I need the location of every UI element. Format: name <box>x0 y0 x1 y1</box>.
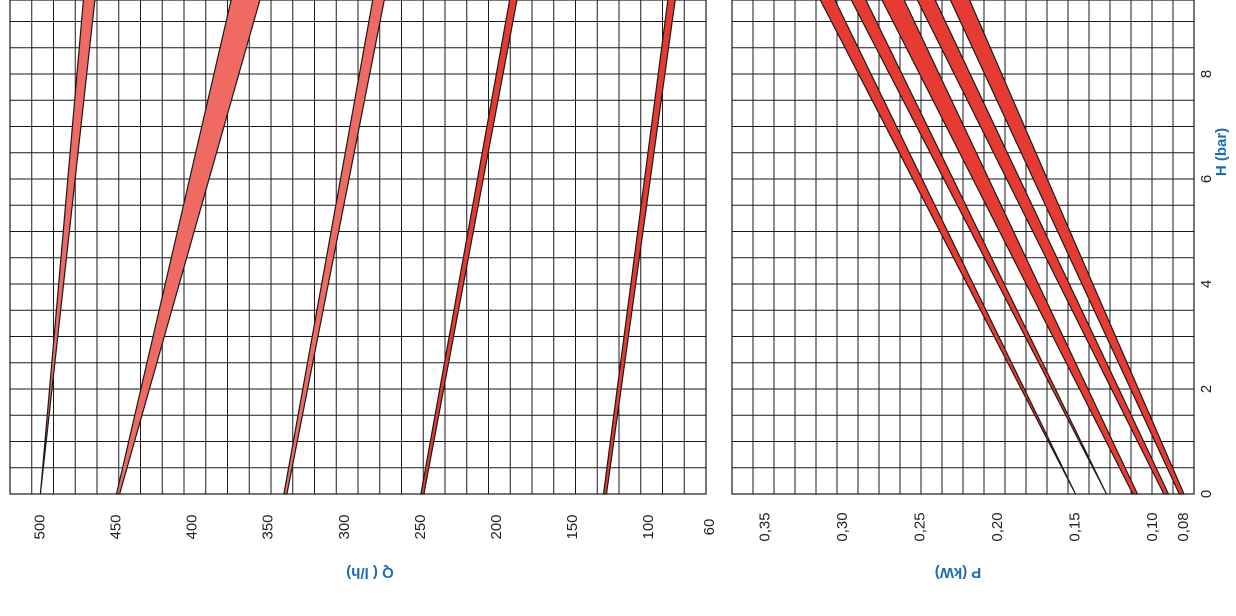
performance-band <box>819 0 1077 495</box>
x-tick-label: 450 <box>107 514 124 539</box>
performance-band <box>949 0 1185 495</box>
power-axis-label: P (kW) <box>935 564 981 581</box>
plot-frame <box>731 0 1195 495</box>
x-tick-label: 300 <box>336 514 353 539</box>
x-tick-label: 250 <box>412 514 429 539</box>
y-tick-label: 0 <box>1198 490 1215 498</box>
performance-band <box>881 0 1139 495</box>
y-tick-label: 4 <box>1198 280 1215 288</box>
performance-band <box>39 0 96 495</box>
flow-rate-panel: 500 450 400 350 300 250 200 150 100 60 <box>9 0 718 540</box>
performance-band <box>115 0 261 495</box>
x-tick-label: 350 <box>260 514 277 539</box>
performance-band <box>602 0 676 495</box>
y-tick-label: 8 <box>1198 70 1215 78</box>
y-tick-label: 6 <box>1198 175 1215 183</box>
x-tick-label: 400 <box>184 514 201 539</box>
x-tick-label: 60 <box>701 519 718 536</box>
y-tick-label: 2 <box>1198 385 1215 393</box>
x-tick-label: 0,15 <box>1066 512 1083 541</box>
pressure-axis: 0 2 4 6 8 <box>1198 70 1215 498</box>
x-tick-label: 150 <box>564 514 581 539</box>
x-tick-label: 100 <box>640 514 657 539</box>
performance-band <box>420 0 518 495</box>
plot-frame <box>9 0 707 495</box>
x-tick-label: 0,35 <box>756 512 773 541</box>
flow-axis-label: Q ( l/h) <box>346 564 394 581</box>
pressure-axis-label: H (bar) <box>1213 128 1230 176</box>
x-tick-label: 0,08 <box>1175 512 1192 541</box>
power-panel: 0,35 0,30 0,25 0,20 0,15 0,10 0,08 <box>731 0 1195 542</box>
x-tick-label: 0,25 <box>911 512 928 541</box>
performance-band <box>283 0 385 495</box>
x-tick-label: 0,10 <box>1144 512 1161 541</box>
x-tick-label: 500 <box>31 514 48 539</box>
x-tick-label: 200 <box>488 514 505 539</box>
x-tick-label: 0,20 <box>989 512 1006 541</box>
performance-band <box>916 0 1170 495</box>
performance-band <box>850 0 1108 495</box>
x-tick-label: 0,30 <box>834 512 851 541</box>
